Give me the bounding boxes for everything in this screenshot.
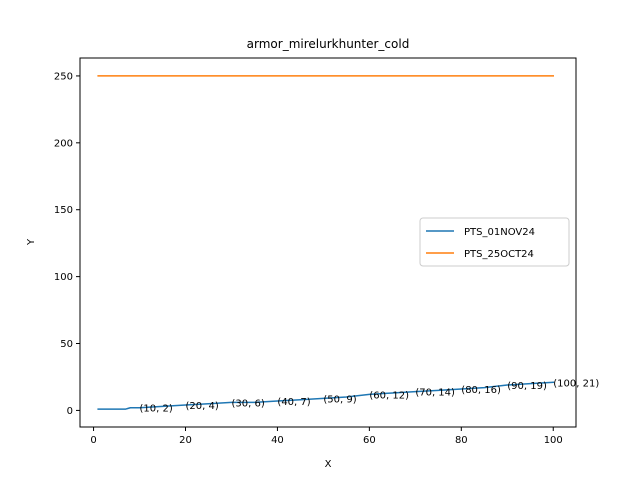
chart-title: armor_mirelurkhunter_cold: [247, 37, 410, 51]
x-tick-label: 20: [179, 435, 192, 446]
y-tick-label: 50: [60, 339, 73, 350]
data-label: (70, 14): [415, 388, 455, 399]
y-tick-label: 0: [67, 406, 73, 417]
x-tick-label: 40: [271, 435, 284, 446]
y-tick-label: 100: [54, 272, 73, 283]
y-tick-label: 150: [54, 205, 73, 216]
data-label: (80, 16): [461, 385, 501, 396]
y-axis-label: Y: [26, 238, 37, 246]
series-line-0: [97, 381, 555, 410]
x-tick-label: 80: [455, 435, 468, 446]
legend-entry-1: PTS_25OCT24: [464, 249, 534, 260]
x-tick-label: 60: [363, 435, 376, 446]
plot-frame: [79, 57, 577, 428]
data-label: (60, 12): [369, 390, 409, 401]
y-tick-label: 200: [54, 138, 73, 149]
legend: PTS_01NOV24 PTS_25OCT24: [419, 217, 570, 267]
x-axis-label: X: [325, 459, 332, 470]
data-label: (30, 6): [231, 398, 264, 409]
data-label: (40, 7): [277, 397, 310, 408]
data-label: (90, 19): [507, 381, 547, 392]
y-tick-label: 250: [54, 71, 73, 82]
axis-ticks: 0 20 40 60 80 100 0 50 100 150 200 250: [54, 71, 563, 446]
data-label: (10, 2): [140, 404, 173, 415]
legend-box: [419, 217, 570, 267]
legend-entry-0: PTS_01NOV24: [464, 227, 535, 238]
data-label: (20, 4): [186, 401, 219, 412]
x-tick-label: 100: [544, 435, 563, 446]
x-tick-label: 0: [90, 435, 96, 446]
data-label: (50, 9): [323, 394, 356, 405]
